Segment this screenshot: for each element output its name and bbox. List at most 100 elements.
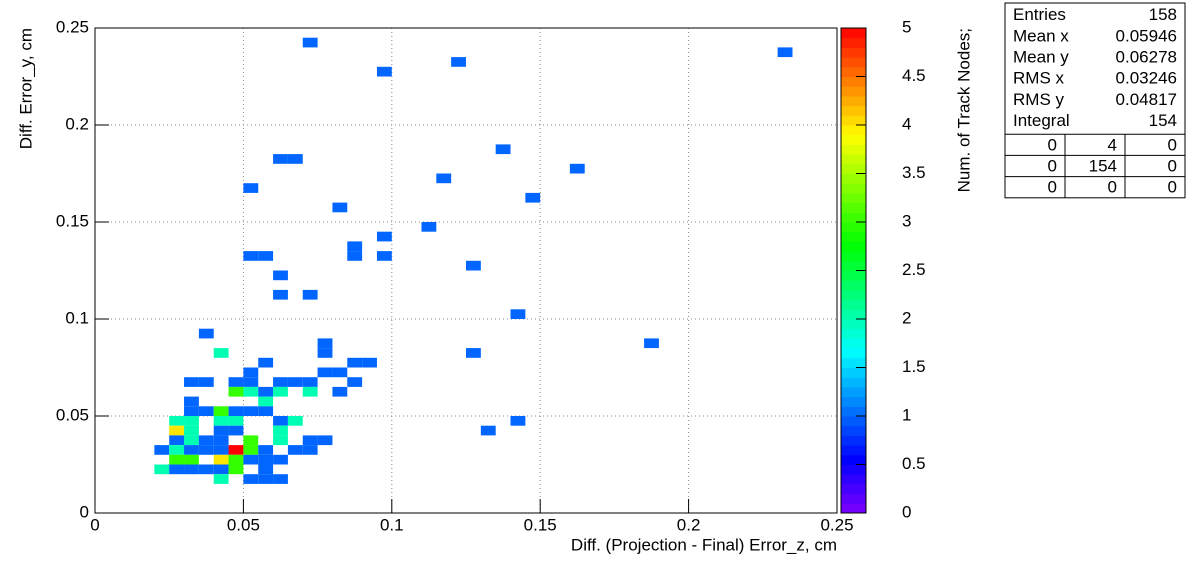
cell <box>302 377 318 387</box>
cell <box>258 406 274 416</box>
cell <box>362 357 377 368</box>
stats-label: Mean y <box>1013 47 1069 66</box>
cell <box>169 425 185 436</box>
cell <box>466 260 481 271</box>
stats-value: 0.04817 <box>1116 90 1177 109</box>
stats-label: Entries <box>1013 5 1066 24</box>
palette-swatch <box>841 474 866 485</box>
palette-swatch <box>841 115 866 126</box>
stats-label: Mean x <box>1013 26 1069 45</box>
cell <box>243 367 259 378</box>
cell <box>213 464 229 475</box>
palette-swatch <box>841 251 866 262</box>
z-tick-label: 2 <box>902 308 911 327</box>
cell <box>243 251 259 261</box>
cell <box>644 338 659 349</box>
cell <box>169 416 185 426</box>
overflow-cell: 0 <box>1048 178 1057 197</box>
cell <box>213 416 229 426</box>
palette-swatch <box>841 47 866 58</box>
cell <box>376 251 392 261</box>
z-tick-label: 3.5 <box>902 163 926 182</box>
y-axis-label: Diff. Error_y, cm <box>16 28 35 149</box>
cell <box>243 474 259 484</box>
cell <box>228 406 244 416</box>
z-tick-label: 1.5 <box>902 357 926 376</box>
cell <box>243 435 259 446</box>
cell <box>525 192 541 203</box>
cell <box>228 386 244 397</box>
stats-label: Integral <box>1013 111 1070 130</box>
cell <box>480 425 496 436</box>
cell <box>198 328 214 339</box>
palette-swatch <box>841 309 866 320</box>
overflow-cell: 0 <box>1108 178 1117 197</box>
cell <box>347 377 363 387</box>
cell <box>213 425 229 436</box>
cell <box>273 474 288 484</box>
cell <box>213 406 229 416</box>
x-tick-label: 0 <box>90 515 99 534</box>
stats-frame <box>1004 2 1186 199</box>
cell <box>154 464 170 475</box>
palette-swatch <box>841 289 866 301</box>
palette-swatch <box>841 435 866 446</box>
cell <box>258 454 274 465</box>
y-tick-label: 0.25 <box>56 17 89 36</box>
y-tick-label: 0.05 <box>56 405 89 424</box>
palette-swatch <box>841 493 866 504</box>
palette-swatch <box>841 202 866 213</box>
cell <box>317 367 333 378</box>
cell <box>184 454 199 465</box>
palette-swatch <box>841 338 866 349</box>
palette-swatch <box>841 57 866 68</box>
cell <box>213 348 229 358</box>
z-tick-label: 0 <box>902 502 911 521</box>
palette-swatch <box>841 192 866 204</box>
cell <box>273 425 288 436</box>
x-tick-label: 0.1 <box>380 515 404 534</box>
stats-value: 154 <box>1149 111 1177 130</box>
cell <box>213 474 229 484</box>
cell <box>198 377 214 387</box>
cell <box>302 435 318 446</box>
cell <box>243 377 259 387</box>
palette-swatch <box>841 222 866 233</box>
cell <box>376 66 392 77</box>
palette-swatch <box>841 86 866 97</box>
palette-swatch <box>841 95 866 107</box>
cell <box>273 289 288 300</box>
palette-swatch <box>841 28 866 39</box>
cell <box>169 454 185 465</box>
cell <box>228 454 244 465</box>
y-tick-label: 0.15 <box>56 211 89 230</box>
z-tick-label: 3 <box>902 211 911 230</box>
palette-swatch <box>841 163 866 174</box>
palette-swatch <box>841 105 866 116</box>
cell <box>184 445 199 455</box>
cell <box>184 464 199 475</box>
cell <box>169 435 185 446</box>
cell <box>198 445 214 455</box>
stats-box: Entries 158 Mean x 0.05946 Mean y 0.06278 RMS … <box>1004 2 1186 199</box>
z-tick-label: 4 <box>902 114 911 133</box>
palette-swatch <box>841 270 866 281</box>
cell <box>273 435 288 446</box>
cell <box>228 377 244 387</box>
palette-swatch <box>841 503 866 514</box>
cell <box>169 464 185 475</box>
palette-swatch <box>841 299 866 310</box>
palette-swatch <box>841 328 866 339</box>
cell <box>258 474 274 484</box>
palette-swatch <box>841 260 866 271</box>
cell <box>243 445 259 455</box>
overflow-cell: 154 <box>1089 156 1117 175</box>
cell <box>258 396 274 407</box>
z-tick-label: 5 <box>902 17 911 36</box>
z-tick-label: 1 <box>902 405 911 424</box>
z-tick-label: 2.5 <box>902 260 926 279</box>
palette-swatch <box>841 76 866 87</box>
palette-swatch <box>841 231 866 242</box>
